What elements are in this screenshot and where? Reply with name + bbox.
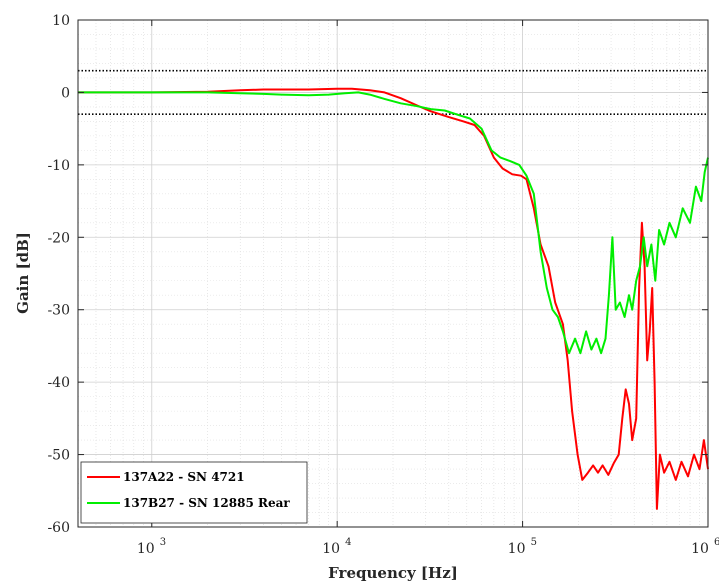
y-tick-label: -30 xyxy=(47,303,70,319)
plot-frame xyxy=(77,19,709,528)
x-tick-exponent: 6 xyxy=(714,537,719,548)
x-tick-exponent: 5 xyxy=(531,537,537,548)
y-tick-label: -60 xyxy=(47,520,70,536)
x-tick-label: 10 xyxy=(691,541,709,557)
x-tick-labels: 10 3 10 4 10 5 10 6 xyxy=(137,537,719,557)
tick-marks xyxy=(78,19,709,528)
x-axis-title: Frequency [Hz] xyxy=(328,564,458,582)
y-tick-label: 0 xyxy=(61,85,70,101)
reference-lines xyxy=(78,69,708,115)
y-tick-label: -50 xyxy=(47,448,70,464)
legend-box xyxy=(80,461,308,524)
legend: 137A22 - SN 4721 137B27 - SN 12885 Rear xyxy=(80,461,308,524)
x-tick-label: 10 xyxy=(137,541,155,557)
legend-label-137b27: 137B27 - SN 12885 Rear xyxy=(123,496,290,510)
y-tick-label: -20 xyxy=(47,230,70,246)
x-tick-label: 10 xyxy=(322,541,340,557)
series-line-0 xyxy=(78,87,709,510)
x-tick-label: 10 xyxy=(508,541,526,557)
y-tick-label: -40 xyxy=(47,375,70,391)
y-tick-labels: 10 0 -10 -20 -30 -40 -50 -60 xyxy=(47,13,70,536)
legend-label-137a22: 137A22 - SN 4721 xyxy=(123,470,245,484)
y-tick-label: 10 xyxy=(52,13,70,29)
x-tick-exponent: 3 xyxy=(160,537,166,548)
x-tick-exponent: 4 xyxy=(345,537,351,548)
minor-grid xyxy=(77,20,708,527)
y-tick-label: -10 xyxy=(47,158,70,174)
y-axis-title: Gain [dB] xyxy=(14,232,32,314)
series-line-1 xyxy=(78,91,709,355)
series-layer xyxy=(78,87,709,510)
